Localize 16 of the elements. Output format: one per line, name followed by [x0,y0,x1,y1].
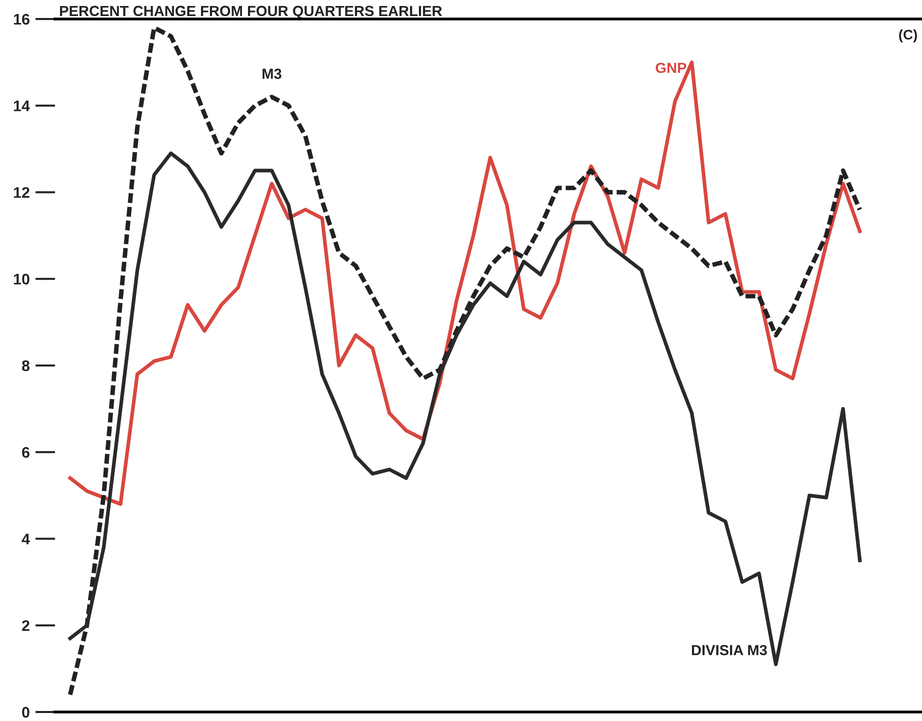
series-label: M3 [262,68,282,79]
series-label: GNP [656,62,686,74]
y-tick-label: 8 [22,360,30,372]
y-axis-title: PERCENT CHANGE FROM FOUR QUARTERS EARLIER [60,6,442,19]
y-tick-label: 14 [14,100,30,112]
y-tick-label: 2 [22,620,30,631]
y-tick-label: 16 [14,14,30,25]
series-label: DIVISIA M3 [692,644,767,656]
y-tick-label: 10 [14,274,30,285]
y-tick-label: 6 [22,446,30,458]
line-series [68,60,862,506]
y-tick-label: 0 [22,706,30,718]
y-tick-label: 12 [14,187,30,198]
text: (C) [899,29,917,42]
y-tick-label: 4 [22,534,30,544]
line-series [68,25,862,697]
